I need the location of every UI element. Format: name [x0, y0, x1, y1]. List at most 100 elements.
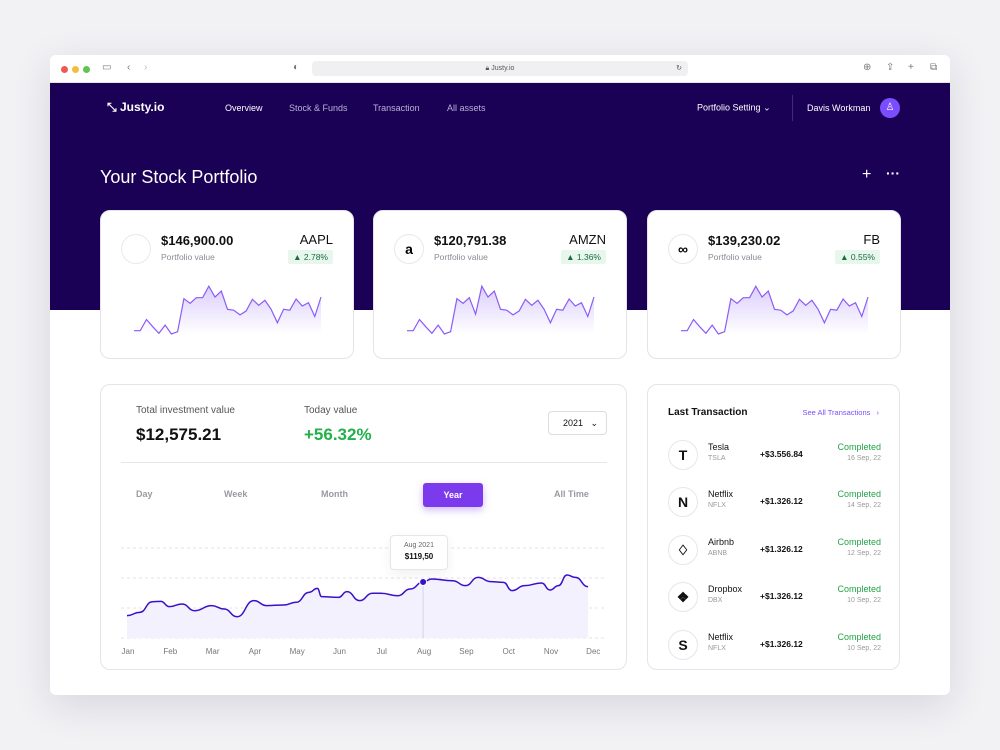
address-bar[interactable]: 🔒︎ Justy.io ↻	[312, 61, 688, 76]
portfolio-value: $139,230.02	[708, 233, 781, 248]
nav-all-assets[interactable]: All assets	[447, 103, 486, 113]
brand-logo[interactable]: ⤡ Justy.io	[107, 100, 164, 115]
minimize-window-button[interactable]	[72, 66, 79, 73]
chart-tooltip: Aug 2021 $119,50	[390, 535, 448, 570]
tooltip-value: $119,50	[404, 552, 434, 561]
see-all-transactions-link[interactable]: See All Transactions ›	[802, 408, 879, 417]
arrow-up-icon: ▲	[566, 252, 575, 262]
x-tick-label: Dec	[586, 647, 600, 656]
portfolio-setting-dropdown[interactable]: Portfolio Setting ⌄	[697, 103, 771, 114]
change-value: 0.55%	[850, 252, 875, 262]
x-tick-label: Jul	[377, 647, 387, 656]
url-text: Justy.io	[491, 65, 515, 72]
x-tick-label: Feb	[163, 647, 177, 656]
transaction-row[interactable]: S Netflix NFLX +$1.326.12 Completed 10 S…	[648, 625, 901, 665]
page-title: Your Stock Portfolio	[100, 167, 258, 187]
amazon-icon: a	[394, 234, 424, 264]
chevron-down-icon: ⌄	[763, 102, 771, 113]
chart-area	[127, 575, 589, 638]
sparkline-line	[681, 284, 869, 335]
user-icon: ♙	[885, 102, 895, 113]
portfolio-value-label: Portfolio value	[708, 252, 762, 262]
transaction-row[interactable]: N Netflix NFLX +$1.326.12 Completed 14 S…	[648, 482, 901, 522]
logo-icon: ⤡	[107, 100, 117, 114]
avatar[interactable]: ♙	[880, 98, 900, 118]
stock-card-fb[interactable]: ∞ $139,230.02 Portfolio value FB ▲ 0.55%	[647, 210, 901, 359]
status-badge: Completed	[837, 489, 881, 499]
tab-all-time[interactable]: All Time	[554, 489, 589, 499]
transaction-row[interactable]: T Tesla TSLA +$3.556.84 Completed 16 Sep…	[648, 435, 901, 475]
company-ticker: TSLA	[708, 455, 726, 462]
change-value: 2.78%	[303, 252, 328, 262]
transactions-card: Last Transaction See All Transactions › …	[647, 384, 900, 670]
nav-transaction[interactable]: Transaction	[373, 103, 420, 113]
lock-icon: 🔒︎	[485, 65, 490, 72]
back-icon[interactable]: ‹	[127, 62, 131, 73]
company-ticker: NFLX	[708, 502, 726, 509]
x-tick-label: Jan	[122, 647, 135, 656]
user-name[interactable]: Davis Workman	[807, 103, 871, 113]
chevron-right-icon: ›	[876, 408, 880, 417]
browser-window: ▭ ‹ › ◐ 🔒︎ Justy.io ↻ ⊕ ⇪ + ⧉ ⤡ Justy.io …	[50, 55, 950, 695]
tab-day[interactable]: Day	[136, 489, 153, 499]
sidebar-toggle-icon[interactable]: ▭	[102, 62, 112, 73]
company-name: Dropbox	[708, 584, 743, 594]
arrow-up-icon: ▲	[840, 252, 849, 262]
transaction-amount: +$1.326.12	[760, 591, 803, 601]
today-value-label: Today value	[304, 405, 358, 416]
status-badge: Completed	[837, 442, 881, 452]
forward-icon[interactable]: ›	[144, 62, 148, 73]
netflix-icon: N	[668, 487, 698, 517]
total-investment-value: $12,575.21	[136, 425, 222, 444]
today-value: +56.32%	[304, 425, 372, 444]
company-name: Airbnb	[708, 537, 735, 547]
company-name: Netflix	[708, 489, 734, 499]
tab-year[interactable]: Year	[423, 483, 483, 507]
change-value: 1.36%	[576, 252, 601, 262]
add-icon[interactable]: +	[862, 166, 872, 183]
maximize-window-button[interactable]	[83, 66, 90, 73]
nav-stock-funds[interactable]: Stock & Funds	[289, 103, 348, 113]
investment-chart[interactable]: Jan Feb Mar Apr May Jun Jul Aug Sep Oct Nov Dec	[101, 385, 628, 671]
transaction-row[interactable]: ♢ Airbnb ABNB +$1.326.12 Completed 12 Se…	[648, 530, 901, 570]
tooltip-date: Aug 2021	[404, 542, 434, 549]
stock-card-amzn[interactable]: a $120,791.38 Portfolio value AMZN ▲ 1.3…	[373, 210, 627, 359]
transaction-amount: +$3.556.84	[760, 449, 803, 459]
arrow-up-icon: ▲	[293, 252, 302, 262]
transaction-date: 12 Sep, 22	[847, 550, 881, 557]
new-tab-icon[interactable]: +	[908, 62, 914, 73]
shield-icon[interactable]: ◐	[293, 62, 300, 73]
transaction-row[interactable]: ❖ Dropbox DBX +$1.326.12 Completed 10 Se…	[648, 577, 901, 617]
transaction-amount: +$1.326.12	[760, 544, 803, 554]
close-window-button[interactable]	[61, 66, 68, 73]
sparkline	[681, 284, 869, 335]
tab-week[interactable]: Week	[224, 489, 248, 499]
divider	[792, 95, 793, 121]
sparkline-line	[407, 284, 595, 335]
company-ticker: ABNB	[708, 550, 728, 557]
year-select[interactable]: 2021 ⌄	[548, 411, 607, 435]
x-tick-label: May	[290, 647, 305, 656]
company-name: Netflix	[708, 632, 734, 642]
x-tick-label: Sep	[459, 647, 474, 656]
shopify-icon: S	[668, 630, 698, 660]
company-ticker: DBX	[708, 597, 723, 604]
transaction-date: 16 Sep, 22	[847, 455, 881, 462]
transaction-date: 10 Sep, 22	[847, 597, 881, 604]
portfolio-value: $120,791.38	[434, 233, 507, 248]
download-icon[interactable]: ⊕	[863, 62, 872, 73]
ticker: AAPL	[299, 232, 333, 247]
tabs-overview-icon[interactable]: ⧉	[930, 62, 938, 73]
change-badge: ▲ 0.55%	[835, 250, 880, 264]
nav-overview[interactable]: Overview	[225, 103, 263, 113]
divider	[121, 462, 607, 463]
status-badge: Completed	[837, 584, 881, 594]
x-tick-label: Oct	[502, 647, 515, 656]
tab-month[interactable]: Month	[321, 489, 348, 499]
highlight-point	[419, 578, 428, 587]
more-icon[interactable]: ···	[886, 165, 900, 181]
share-icon[interactable]: ⇪	[886, 62, 895, 73]
reload-icon[interactable]: ↻	[676, 65, 682, 72]
stock-card-aapl[interactable]: $146,900.00 Portfolio value AAPL ▲ 2.78%	[100, 210, 354, 359]
company-name: Tesla	[708, 442, 730, 452]
